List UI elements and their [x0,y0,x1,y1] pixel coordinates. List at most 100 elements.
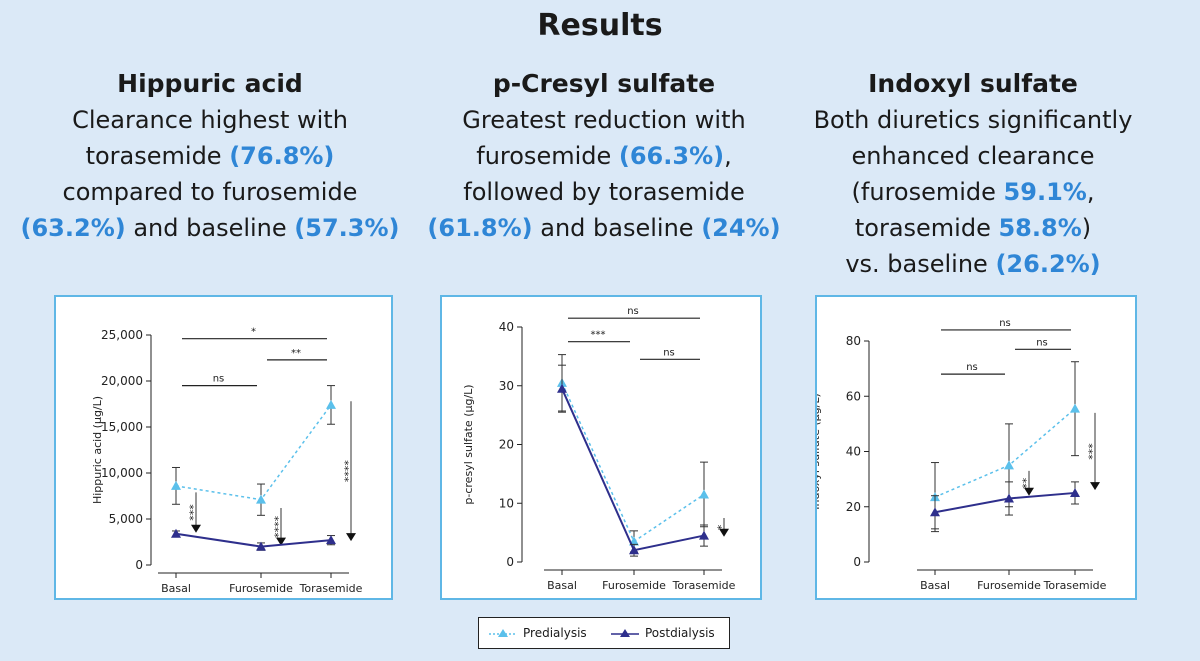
description-text: torasemide [854,214,999,242]
description-text: , [724,142,732,170]
reduction-significance: *** [1082,443,1095,460]
postdialysis-point [629,545,639,555]
significance-label: ** [291,348,301,359]
y-tick-label: 0 [853,555,861,569]
postdialysis-line [175,532,332,548]
panel-description: Greatest reduction with furosemide (66.3%… [414,102,794,246]
reduction-significance: ** [1016,478,1029,490]
x-tick-label: Basal [161,582,191,595]
chart-svg: 0 20 40 60 80 Basal Furosemide Torasemide Indoxy… [817,318,1107,592]
y-tick-label: 80 [846,334,861,348]
reduction-arrowhead [719,528,729,537]
description-line: furosemide (66.3%), [414,138,794,174]
predialysis-line [934,408,1076,498]
y-tick-label: 10,000 [101,466,143,480]
x-tick-label: Furosemide [229,582,293,595]
y-tick-label: 0 [506,555,514,569]
highlight-value: (61.8%) [427,214,533,242]
legend-predialysis-label: Predialysis [523,626,587,640]
reduction-arrowhead [1024,487,1034,496]
description-line: torasemide (76.8%) [20,138,400,174]
description-text: Greatest reduction with [462,106,746,134]
chart-indoxyl-sulfate: 0 20 40 60 80 Basal Furosemide Torasemide Indoxy… [815,295,1137,600]
chart-svg: 0 5,000 10,000 15,000 20,000 25,000 Basal Furos… [91,327,363,595]
description-line: torasemide 58.8%) [783,210,1163,246]
y-tick-label: 20 [846,500,861,514]
postdialysis-point [1070,487,1080,497]
predialysis-point [699,489,709,499]
y-tick-label: 60 [846,389,861,403]
y-tick-label: 10 [499,496,514,510]
x-tick-label: Basal [547,579,577,592]
description-line: followed by torasemide [414,174,794,210]
postdialysis-point [256,541,266,551]
x-tick-label: Torasemide [1043,579,1107,592]
postdialysis-point [171,528,181,538]
significance-label: ns [213,374,225,385]
y-axis-label: p-cresyl sulfate (µg/L) [462,384,475,504]
reduction-significance: **** [268,516,281,539]
significance-label: *** [591,330,606,341]
description-line: (63.2%) and baseline (57.3%) [20,210,400,246]
description-line: Greatest reduction with [414,102,794,138]
reduction-arrowhead [276,537,286,546]
reduction-arrowhead [1090,482,1100,491]
description-line: enhanced clearance [783,138,1163,174]
y-tick-label: 25,000 [101,328,143,342]
page-title: Results [537,8,663,43]
panel-pcresyl-summary: p-Cresyl sulfate Greatest reduction with… [414,66,794,246]
description-text: vs. baseline [845,250,996,278]
reduction-arrowhead [191,524,201,533]
description-line: Clearance highest with [20,102,400,138]
highlight-value: 58.8% [998,214,1082,242]
postdialysis-point [930,507,940,517]
x-tick-label: Basal [920,579,950,592]
y-tick-label: 20 [499,438,514,452]
description-line: (furosemide 59.1%, [783,174,1163,210]
y-tick-label: 30 [499,379,514,393]
highlight-value: (63.2%) [20,214,126,242]
highlight-value: (26.2%) [995,250,1101,278]
panel-hippuric-summary: Hippuric acid Clearance highest with tora… [20,66,400,246]
description-line: compared to furosemide [20,174,400,210]
predialysis-point [1070,403,1080,413]
panel-heading: p-Cresyl sulfate [492,69,716,98]
predialysis-point [171,480,181,490]
y-tick-label: 20,000 [101,374,143,388]
panel-description: Both diuretics significantly enhanced cle… [783,102,1163,282]
y-tick-label: 0 [135,558,143,572]
description-text: and baseline [532,214,702,242]
description-text: Both diuretics significantly [813,106,1133,134]
significance-label: ns [1036,337,1048,348]
predialysis-point [326,399,336,409]
postdialysis-point [326,535,336,545]
x-tick-label: Furosemide [977,579,1041,592]
description-text: and baseline [125,214,295,242]
postdialysis-point [1004,493,1014,503]
significance-label: ns [966,362,978,373]
predialysis-point [256,494,266,504]
description-text: followed by torasemide [463,178,745,206]
chart-svg: 0 10 20 30 40 Basal Furosemide Torasemide p-cres… [462,306,736,592]
description-text: (furosemide [851,178,1004,206]
description-line: Both diuretics significantly [783,102,1163,138]
postdialysis-point [699,530,709,540]
chart-p-cresyl-sulfate: 0 10 20 30 40 Basal Furosemide Torasemide p-cres… [440,295,762,600]
description-text: enhanced clearance [851,142,1095,170]
significance-label: ns [627,306,639,317]
y-axis-label: Indoxyl sulfate (µg/L) [817,393,822,510]
chart-hippuric-acid: 0 5,000 10,000 15,000 20,000 25,000 Basal Furos… [54,295,393,600]
description-text: furosemide [476,142,619,170]
reduction-significance: *** [183,504,196,521]
description-line: vs. baseline (26.2%) [783,246,1163,282]
significance-label: ns [999,318,1011,329]
highlight-value: (57.3%) [294,214,400,242]
reduction-arrowhead [346,533,356,542]
highlight-value: (66.3%) [618,142,725,170]
description-text: torasemide [85,142,230,170]
reduction-significance: * [711,525,724,531]
panel-heading: Indoxyl sulfate [868,69,1078,98]
predialysis-line [561,382,705,543]
x-tick-label: Furosemide [602,579,666,592]
highlight-value: (24%) [701,214,781,242]
